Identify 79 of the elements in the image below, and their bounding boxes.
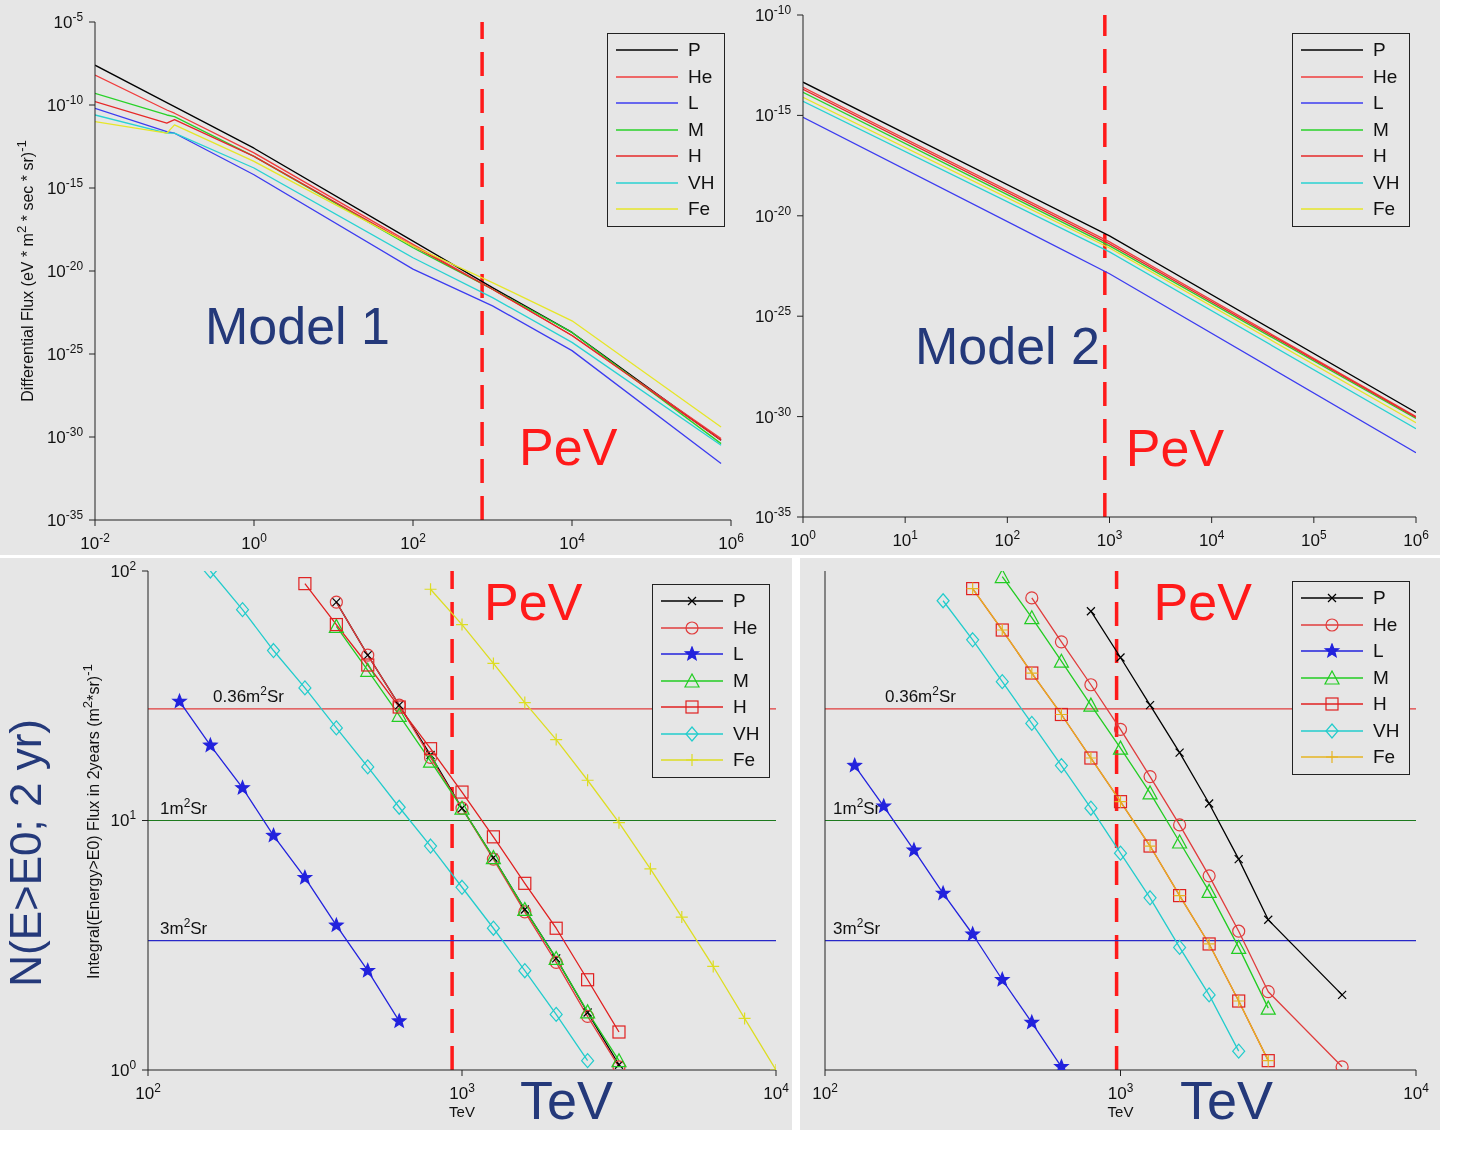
legend-label: L (1373, 92, 1385, 115)
legend-label: He (1373, 65, 1399, 88)
x-tick-label: 10$^{4}$ (763, 1081, 790, 1103)
ref-line-label: 1m$^{2}$Sr (833, 795, 881, 818)
x-tick-label: 10$^{3}$ (449, 1081, 476, 1103)
legend-label: VH (1373, 719, 1401, 742)
x-tick-label: 10$^{0}$ (790, 528, 817, 550)
legend-label: P (1373, 39, 1387, 62)
legend-label: M (733, 669, 750, 692)
y-tick-label: 10$^{-20}$ (754, 203, 792, 226)
annotation: TeV (1180, 1070, 1274, 1130)
legend-label: H (688, 145, 703, 168)
legend-label: Fe (1373, 198, 1397, 221)
legend-label: L (733, 643, 745, 666)
ref-line-label: 0.36m$^{2}$Sr (213, 683, 285, 706)
x-tick-label: 10$^{2}$ (400, 531, 427, 553)
x-tick-label: 10$^{4}$ (1403, 1081, 1430, 1103)
y-tick-label: 10$^{-35}$ (754, 504, 792, 527)
y-tick-label: 10$^{2}$ (110, 558, 137, 581)
x-tick-label: 10$^{0}$ (241, 531, 268, 553)
y-tick-label: 10$^{-20}$ (46, 258, 84, 281)
y-tick-label: 10$^{1}$ (110, 808, 137, 831)
legend-label: P (1373, 587, 1387, 610)
legend-label: H (1373, 145, 1388, 168)
legend-label: Fe (688, 198, 712, 221)
y-tick-label: 10$^{-35}$ (46, 507, 84, 530)
y-tick-label: 10$^{-25}$ (46, 341, 84, 364)
legend-label: M (1373, 118, 1390, 141)
legend-label: He (733, 616, 759, 639)
y-tick-label: 10$^{0}$ (110, 1057, 137, 1080)
y-tick-label: 10$^{-25}$ (754, 304, 792, 327)
x-axis-title: TeV (1107, 1103, 1134, 1120)
legend-label: P (733, 590, 747, 613)
y-tick-label: 10$^{-15}$ (754, 103, 792, 126)
y-tick-label: 10$^{-10}$ (46, 92, 84, 115)
legend-label: L (688, 92, 700, 115)
y-tick-label: 10$^{-30}$ (46, 424, 84, 447)
legend-label: Fe (733, 749, 757, 772)
legend-label: H (1373, 693, 1388, 716)
legend-label: L (1373, 640, 1385, 663)
legend-label: He (1373, 613, 1399, 636)
text: N(E>E0; 2 yr) (1, 719, 50, 987)
legend-label: M (688, 118, 705, 141)
ref-line-label: PeV (1125, 419, 1225, 477)
legend-label: VH (733, 722, 761, 745)
x-axis-title: TeV (449, 1103, 475, 1120)
x-tick-label: 10$^{4}$ (1198, 528, 1225, 550)
legend-label: VH (688, 171, 716, 194)
x-tick-label: 10$^{6}$ (718, 531, 745, 553)
x-tick-label: 10$^{5}$ (1301, 528, 1327, 550)
ref-line-label: 0.36m$^{2}$Sr (885, 683, 957, 706)
ref-line-label: PeV (519, 417, 618, 476)
annotation: TeV (520, 1070, 614, 1130)
legend-label: H (733, 696, 748, 719)
legend-label: P (688, 39, 702, 62)
legend-label: Fe (1373, 746, 1397, 769)
legend-label: M (1373, 666, 1390, 689)
annotation: Model 2 (915, 317, 1100, 375)
y-tick-label: 10$^{-15}$ (46, 175, 84, 198)
x-tick-label: 10$^{2}$ (812, 1081, 839, 1103)
x-tick-label: 10$^{2}$ (135, 1081, 162, 1103)
ref-line-label: PeV (484, 573, 583, 632)
x-tick-label: 10$^{4}$ (559, 531, 586, 553)
ref-line-label: 3m$^{2}$Sr (833, 915, 881, 938)
x-tick-label: 10$^{3}$ (1096, 528, 1123, 550)
x-tick-label: 10$^{6}$ (1403, 528, 1430, 550)
y-tick-label: 10$^{-30}$ (754, 404, 792, 427)
legend-label: He (688, 65, 714, 88)
ref-line-label: 3m$^{2}$Sr (160, 915, 208, 938)
x-tick-label: 10$^{1}$ (892, 528, 919, 550)
y-tick-label: 10$^{-10}$ (754, 2, 792, 25)
legend-label: VH (1373, 171, 1401, 194)
annotation: Model 1 (205, 297, 390, 355)
x-tick-label: 10$^{-2}$ (80, 531, 111, 553)
x-tick-label: 10$^{2}$ (994, 528, 1021, 550)
ref-line-label: PeV (1153, 573, 1253, 632)
ref-line-label: 1m$^{2}$Sr (160, 795, 208, 818)
x-tick-label: 10$^{3}$ (1107, 1081, 1134, 1103)
y-tick-label: 10$^{-5}$ (53, 9, 84, 32)
